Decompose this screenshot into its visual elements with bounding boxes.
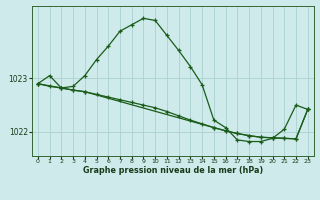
- X-axis label: Graphe pression niveau de la mer (hPa): Graphe pression niveau de la mer (hPa): [83, 166, 263, 175]
